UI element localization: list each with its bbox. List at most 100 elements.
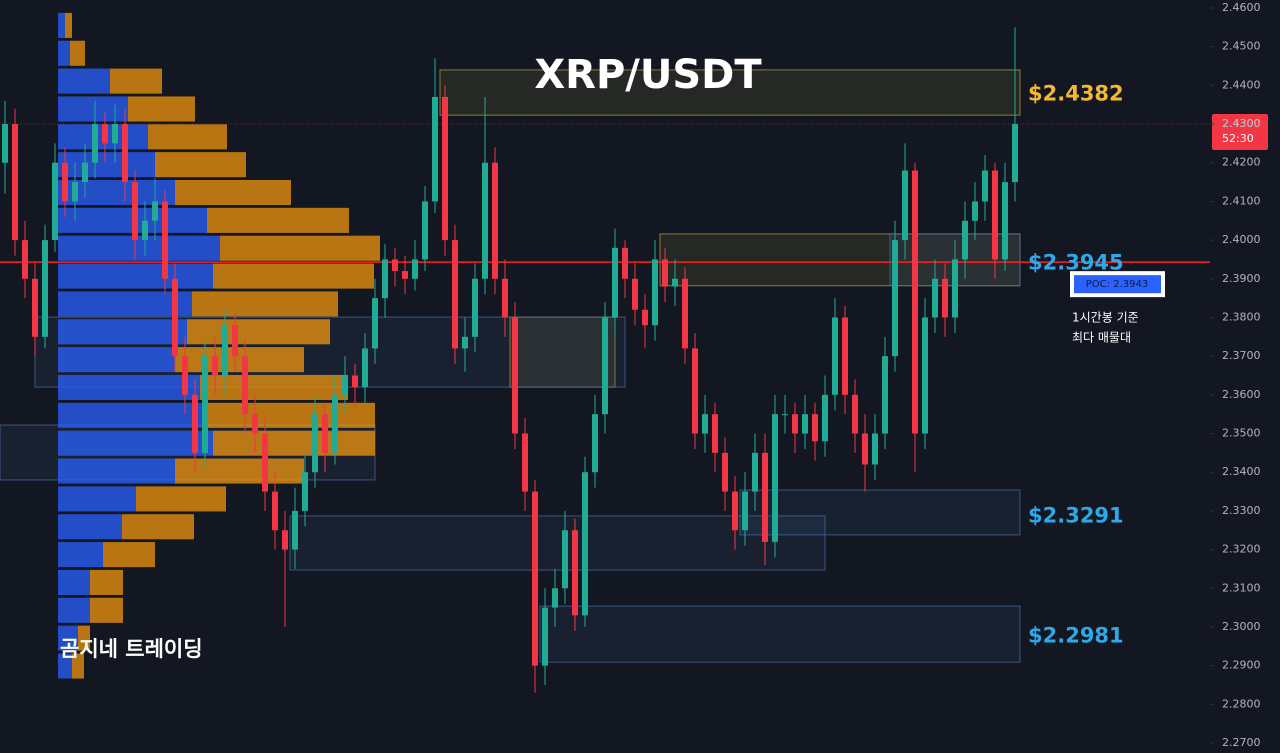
candle-body xyxy=(732,491,738,531)
candle-body xyxy=(782,414,788,416)
watermark: 곰지네 트레이딩 xyxy=(60,637,203,661)
vp-buy xyxy=(58,96,128,122)
vp-sell xyxy=(175,458,304,484)
vp-buy xyxy=(58,152,155,178)
vp-buy xyxy=(58,486,136,512)
candle-body xyxy=(2,124,8,163)
candle-body xyxy=(452,240,458,349)
candle-body xyxy=(472,278,478,337)
candle-body xyxy=(262,433,268,492)
chart-title: XRP/USDT xyxy=(534,52,762,98)
vp-buy xyxy=(58,542,103,568)
zone xyxy=(739,489,1021,536)
y-tick-label: 2.3000 xyxy=(1222,620,1261,633)
zone xyxy=(659,233,1021,287)
candle-body xyxy=(872,433,878,465)
candle-body xyxy=(702,414,708,434)
candle-body xyxy=(92,124,98,163)
y-tick-label: 2.4500 xyxy=(1222,40,1261,53)
vp-sell xyxy=(103,542,155,568)
candle-body xyxy=(852,394,858,434)
candle-body xyxy=(882,356,888,434)
candle-body xyxy=(462,336,468,349)
candle-body xyxy=(742,491,748,531)
candle-body xyxy=(32,278,38,337)
candle-body xyxy=(772,414,778,542)
candle-body xyxy=(52,162,58,241)
vp-sell xyxy=(175,347,304,373)
candle-body xyxy=(572,530,578,616)
candle-body xyxy=(542,607,548,666)
candle-body xyxy=(232,325,238,357)
y-tick-label: 2.4100 xyxy=(1222,194,1261,207)
candle-body xyxy=(632,278,638,310)
candle-body xyxy=(112,124,118,144)
candle-body xyxy=(652,259,658,326)
candle-body xyxy=(352,375,358,388)
candle-body xyxy=(612,247,618,318)
candle-body xyxy=(912,170,918,434)
candle-body xyxy=(752,452,758,492)
vp-buy xyxy=(58,12,65,38)
candle-body xyxy=(762,452,768,542)
candle-body xyxy=(512,317,518,434)
vp-buy xyxy=(58,68,110,94)
vp-buy xyxy=(58,235,220,261)
candle-body xyxy=(372,298,378,349)
y-tick-label: 2.4000 xyxy=(1222,233,1261,246)
vp-sell xyxy=(213,430,375,456)
price-annotation: $2.3291 xyxy=(1028,503,1124,527)
vp-buy xyxy=(58,347,175,373)
candle-body xyxy=(422,201,428,260)
y-tick-label: 2.3700 xyxy=(1222,349,1261,362)
vp-sell xyxy=(90,597,123,623)
candle-body xyxy=(822,394,828,442)
vp-sell xyxy=(200,374,348,401)
candle-body xyxy=(952,259,958,318)
y-tick-label: 2.4200 xyxy=(1222,156,1261,169)
vp-sell xyxy=(78,625,90,651)
vp-buy xyxy=(58,514,122,540)
vp-sell xyxy=(175,179,291,206)
candle-body xyxy=(672,278,678,287)
poc-label: POC: 2.3943 xyxy=(1086,279,1148,290)
candle-body xyxy=(242,356,248,415)
candle-body xyxy=(132,182,138,241)
candle-body xyxy=(72,182,78,202)
candle-body xyxy=(392,259,398,272)
candle-body xyxy=(432,96,438,202)
candle-body xyxy=(382,259,388,299)
price-annotation: $2.4382 xyxy=(1028,81,1124,105)
candle-body xyxy=(282,530,288,550)
candle-body xyxy=(992,170,998,260)
candle-body xyxy=(962,220,968,260)
vp-sell xyxy=(213,263,374,289)
vp-buy xyxy=(58,402,207,428)
candle-body xyxy=(222,325,228,376)
candle-body xyxy=(122,124,128,183)
vp-buy xyxy=(58,430,213,456)
candle-body xyxy=(162,201,168,279)
y-tick-label: 2.3800 xyxy=(1222,310,1261,323)
candle-body xyxy=(522,433,528,492)
candle-body xyxy=(682,278,688,349)
candle-body xyxy=(862,433,868,465)
vp-buy xyxy=(58,625,78,651)
candle-body xyxy=(402,271,408,279)
y-tick-label: 2.4600 xyxy=(1222,1,1261,14)
candle-body xyxy=(1002,182,1008,260)
vp-sell xyxy=(128,96,195,122)
zone xyxy=(439,69,1021,116)
zone xyxy=(539,605,1021,663)
candle-body xyxy=(272,491,278,531)
candle-body xyxy=(22,240,28,279)
candle-body xyxy=(712,414,718,453)
vp-sell xyxy=(65,12,72,38)
candle-body xyxy=(692,348,698,434)
vp-buy xyxy=(58,597,90,623)
candle-body xyxy=(722,452,728,492)
candle-body xyxy=(442,96,448,241)
candle-body xyxy=(582,472,588,616)
candle-body xyxy=(552,588,558,608)
